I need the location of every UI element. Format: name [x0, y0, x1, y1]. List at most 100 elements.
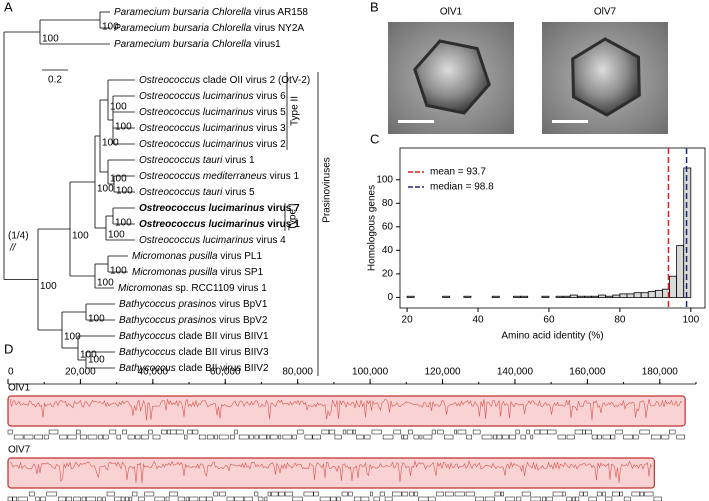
leaf-genus: Micromonas pusilla — [132, 251, 218, 262]
gene — [371, 429, 382, 435]
gene — [249, 434, 254, 440]
gene — [129, 496, 133, 501]
gene — [530, 434, 534, 440]
leaf-genus: Ostreococcus — [139, 75, 200, 86]
gene — [591, 434, 598, 440]
leaf-label: Micromonas pusilla virus SP1 — [132, 267, 264, 278]
gene — [76, 429, 81, 435]
alignment-track — [7, 457, 655, 489]
gene — [278, 491, 285, 497]
gene — [413, 434, 419, 440]
gene — [494, 491, 501, 497]
gene — [176, 429, 184, 435]
gene — [278, 434, 282, 440]
gene — [481, 434, 493, 440]
gene — [43, 434, 49, 440]
gene — [124, 496, 129, 501]
leaf-strain: virus 6 — [256, 91, 286, 102]
bar — [442, 295, 451, 298]
gene — [73, 496, 81, 501]
gene — [185, 496, 190, 501]
bootstrap-label: 100 — [102, 138, 119, 149]
gene — [431, 429, 436, 435]
gene — [336, 496, 341, 501]
gene — [515, 429, 520, 435]
gene — [562, 491, 566, 497]
bootstrap-label: 100 — [64, 332, 81, 343]
gene — [292, 434, 297, 440]
leaf-strain: sp. RCC1109 virus 1 — [175, 283, 267, 294]
gene — [575, 496, 580, 501]
leaf-genus: Bathycoccus prasinos — [119, 315, 216, 326]
bootstrap-label: 100 — [88, 314, 105, 325]
panel-label: C — [370, 131, 379, 146]
leaf-genus: Ostreococcus lucimarinus — [139, 91, 253, 102]
gene — [192, 429, 199, 435]
leaf-strain: virus 5 — [225, 187, 255, 198]
gene — [393, 429, 402, 435]
leaf-label: Micromonas pusilla virus PL1 — [132, 251, 262, 262]
gene — [423, 434, 433, 440]
gene — [619, 491, 623, 497]
x-tick-label: 120,000 — [424, 367, 461, 378]
gene — [97, 496, 102, 501]
bootstrap-label: 100 — [102, 22, 119, 33]
gene — [34, 434, 44, 440]
x-tick-label: 80,000 — [282, 367, 313, 378]
bar — [541, 295, 550, 298]
bar — [598, 294, 607, 298]
gene — [218, 434, 229, 440]
leaf-genus: Micromonas pusilla — [132, 267, 218, 278]
gene — [189, 496, 199, 501]
leaf-genus: Ostreococcus lucimarinus — [139, 123, 253, 134]
gene — [102, 496, 106, 501]
bar — [591, 295, 600, 298]
gene — [454, 491, 465, 497]
gene — [213, 491, 219, 497]
leaf-strain: virus PL1 — [220, 251, 262, 262]
bootstrap-label: 100 — [110, 174, 127, 185]
bootstrap-label: 100 — [80, 350, 97, 361]
bar — [463, 295, 472, 298]
gene — [669, 429, 676, 435]
bar — [584, 295, 592, 298]
x-tick-label: 40 — [472, 315, 484, 326]
gene — [106, 491, 115, 497]
gene — [282, 434, 292, 440]
bar — [619, 293, 628, 298]
bar — [562, 295, 571, 298]
leaf-strain: clade OII virus 2 (OtV-2) — [203, 75, 310, 86]
panel-label: B — [370, 0, 379, 14]
gene — [98, 434, 103, 440]
gene — [292, 496, 303, 501]
gene — [243, 496, 254, 501]
gene — [436, 491, 444, 497]
gene — [329, 429, 336, 435]
gene — [557, 434, 566, 440]
x-tick-label: 20 — [402, 315, 414, 326]
gene — [356, 434, 364, 440]
gene — [127, 434, 135, 440]
micrograph-label: OlV1 — [440, 7, 463, 18]
gene — [132, 491, 138, 497]
gene — [166, 429, 171, 435]
gene — [140, 434, 149, 440]
gene — [610, 434, 616, 440]
gene — [229, 434, 235, 440]
x-tick-label: 0 — [8, 367, 14, 378]
leaf-genus: Ostreococcus lucimarinus — [139, 107, 253, 118]
gene — [639, 491, 644, 497]
bar — [605, 295, 614, 298]
gene — [370, 491, 373, 497]
gene — [79, 434, 88, 440]
gene — [7, 496, 13, 501]
gene — [566, 434, 575, 440]
x-axis-label: Amino acid identity (%) — [501, 331, 603, 342]
leaf-genus: Ostreococcus lucimarinus — [139, 139, 253, 150]
gene — [428, 496, 436, 501]
leaf-label: Paramecium bursaria Chlorella virus1 — [114, 39, 281, 50]
leaf-genus: Ostreococcus mediterraneus — [139, 171, 267, 182]
gene — [516, 496, 522, 501]
gene — [352, 429, 356, 435]
leaf-strain: virus BpV1 — [219, 299, 268, 310]
